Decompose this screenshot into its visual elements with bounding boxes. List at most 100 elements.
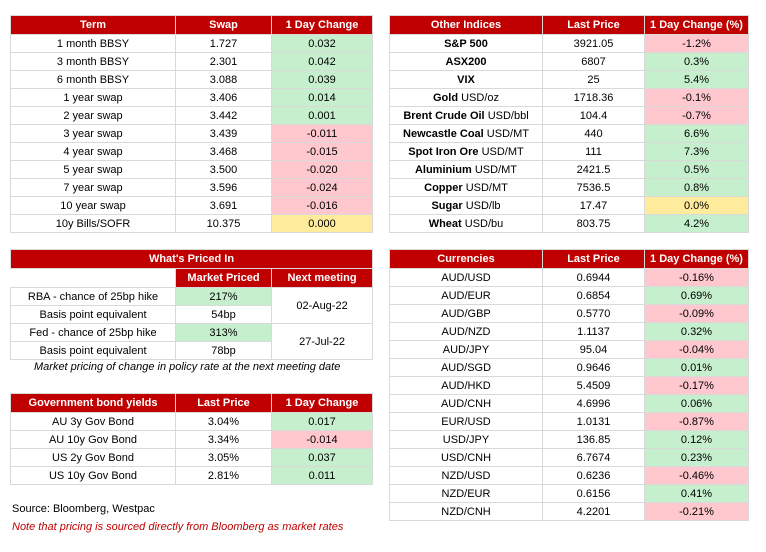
index-price: 111	[542, 142, 645, 161]
swap-value: 3.468	[175, 142, 272, 161]
index-name: ASX200	[445, 55, 487, 68]
currency-price: 0.5770	[542, 304, 645, 323]
currency-pair: AUD/SGD	[389, 358, 543, 377]
currency-row: NZD/USD 0.6236 -0.46%	[389, 466, 749, 485]
index-row: Sugar USD/lb 17.47 0.0%	[389, 196, 749, 215]
swap-term: 4 year swap	[10, 142, 176, 161]
currency-pair: USD/CNH	[389, 448, 543, 467]
index-change: 0.3%	[644, 52, 749, 71]
currency-row: NZD/EUR 0.6156 0.41%	[389, 484, 749, 503]
swap-change: 0.042	[271, 52, 373, 71]
swap-change: 0.032	[271, 34, 373, 53]
index-name-cell: Copper USD/MT	[389, 178, 543, 197]
index-name-cell: VIX	[389, 70, 543, 89]
index-price: 440	[542, 124, 645, 143]
currency-change: 0.06%	[644, 394, 749, 413]
index-price: 17.47	[542, 196, 645, 215]
priced-title: What's Priced In	[9, 249, 374, 269]
currency-price: 0.6156	[542, 484, 645, 503]
swap-value: 3.406	[175, 88, 272, 107]
priced-title-row: What's Priced In	[9, 249, 374, 269]
currency-pair: AUD/GBP	[389, 304, 543, 323]
bond-row: US 2y Gov Bond 3.05% 0.037	[10, 448, 373, 467]
bond-name: AU 3y Gov Bond	[10, 412, 176, 431]
swap-row: 3 year swap 3.439 -0.011	[10, 124, 373, 143]
swaps-header-change: 1 Day Change	[271, 15, 373, 35]
currency-pair: AUD/EUR	[389, 286, 543, 305]
priced-value: 54bp	[175, 305, 272, 324]
priced-value: 217%	[175, 287, 272, 306]
currency-change: -0.21%	[644, 502, 749, 521]
index-change: 7.3%	[644, 142, 749, 161]
bond-price: 3.34%	[175, 430, 272, 449]
currency-price: 0.6944	[542, 268, 645, 287]
indices-header-name: Other Indices	[389, 15, 543, 35]
swap-change: 0.014	[271, 88, 373, 107]
index-unit: USD/bu	[464, 217, 504, 230]
priced-blank-cell	[10, 268, 176, 288]
bond-change: 0.037	[271, 448, 373, 467]
swaps-header-row: Term Swap 1 Day Change	[10, 15, 373, 35]
currencies-header-row: Currencies Last Price 1 Day Change (%)	[389, 249, 749, 269]
priced-label: Basis point equivalent	[10, 341, 176, 360]
currencies-header-price: Last Price	[542, 249, 645, 269]
swap-row: 5 year swap 3.500 -0.020	[10, 160, 373, 179]
currency-pair: NZD/EUR	[389, 484, 543, 503]
swap-row: 2 year swap 3.442 0.001	[10, 106, 373, 125]
index-row: S&P 500 3921.05 -1.2%	[389, 34, 749, 53]
currency-price: 1.0131	[542, 412, 645, 431]
index-name: Newcastle Coal	[403, 127, 484, 140]
swap-row: 7 year swap 3.596 -0.024	[10, 178, 373, 197]
indices-header-price: Last Price	[542, 15, 645, 35]
swap-term: 10y Bills/SOFR	[10, 214, 176, 233]
index-price: 2421.5	[542, 160, 645, 179]
bonds-header-name: Government bond yields	[10, 393, 176, 413]
index-row: Spot Iron Ore USD/MT 111 7.3%	[389, 142, 749, 161]
index-name-cell: Wheat USD/bu	[389, 214, 543, 233]
index-row: Newcastle Coal USD/MT 440 6.6%	[389, 124, 749, 143]
bond-row: AU 10y Gov Bond 3.34% -0.014	[10, 430, 373, 449]
index-price: 25	[542, 70, 645, 89]
index-name: Wheat	[428, 217, 462, 230]
currency-price: 95.04	[542, 340, 645, 359]
swaps-header-swap: Swap	[175, 15, 272, 35]
index-row: Wheat USD/bu 803.75 4.2%	[389, 214, 749, 233]
index-unit: USD/lb	[465, 199, 501, 212]
indices-table: Other Indices Last Price 1 Day Change (%…	[389, 15, 749, 233]
bond-price: 2.81%	[175, 466, 272, 485]
index-unit: USD/bbl	[487, 109, 529, 122]
swap-row: 4 year swap 3.468 -0.015	[10, 142, 373, 161]
swap-change: -0.015	[271, 142, 373, 161]
index-name-cell: Brent Crude Oil USD/bbl	[389, 106, 543, 125]
swap-change: -0.024	[271, 178, 373, 197]
currency-price: 0.6236	[542, 466, 645, 485]
currency-row: AUD/USD 0.6944 -0.16%	[389, 268, 749, 287]
bond-row: US 10y Gov Bond 2.81% 0.011	[10, 466, 373, 485]
swaps-table: Term Swap 1 Day Change 1 month BBSY 1.727…	[10, 15, 373, 233]
index-price: 3921.05	[542, 34, 645, 53]
index-price: 104.4	[542, 106, 645, 125]
swap-value: 1.727	[175, 34, 272, 53]
swap-term: 6 month BBSY	[10, 70, 176, 89]
swap-change: 0.001	[271, 106, 373, 125]
swap-value: 3.691	[175, 196, 272, 215]
priced-label: Fed - chance of 25bp hike	[10, 323, 176, 342]
currency-change: -0.04%	[644, 340, 749, 359]
swap-row: 10 year swap 3.691 -0.016	[10, 196, 373, 215]
swap-value: 2.301	[175, 52, 272, 71]
priced-row: RBA - chance of 25bp hike 217% 02-Aug-22	[10, 287, 374, 324]
index-row: Gold USD/oz 1718.36 -0.1%	[389, 88, 749, 107]
index-change: 0.5%	[644, 160, 749, 179]
disclaimer-note: Note that pricing is sourced directly fr…	[12, 521, 344, 533]
currency-pair: AUD/JPY	[389, 340, 543, 359]
currency-change: 0.69%	[644, 286, 749, 305]
bond-name: US 10y Gov Bond	[10, 466, 176, 485]
priced-col-meeting: Next meeting	[270, 268, 374, 288]
swap-value: 3.500	[175, 160, 272, 179]
currency-pair: AUD/HKD	[389, 376, 543, 395]
bonds-header-price: Last Price	[175, 393, 272, 413]
currency-price: 136.85	[542, 430, 645, 449]
currency-row: AUD/NZD 1.1137 0.32%	[389, 322, 749, 341]
swap-term: 3 year swap	[10, 124, 176, 143]
